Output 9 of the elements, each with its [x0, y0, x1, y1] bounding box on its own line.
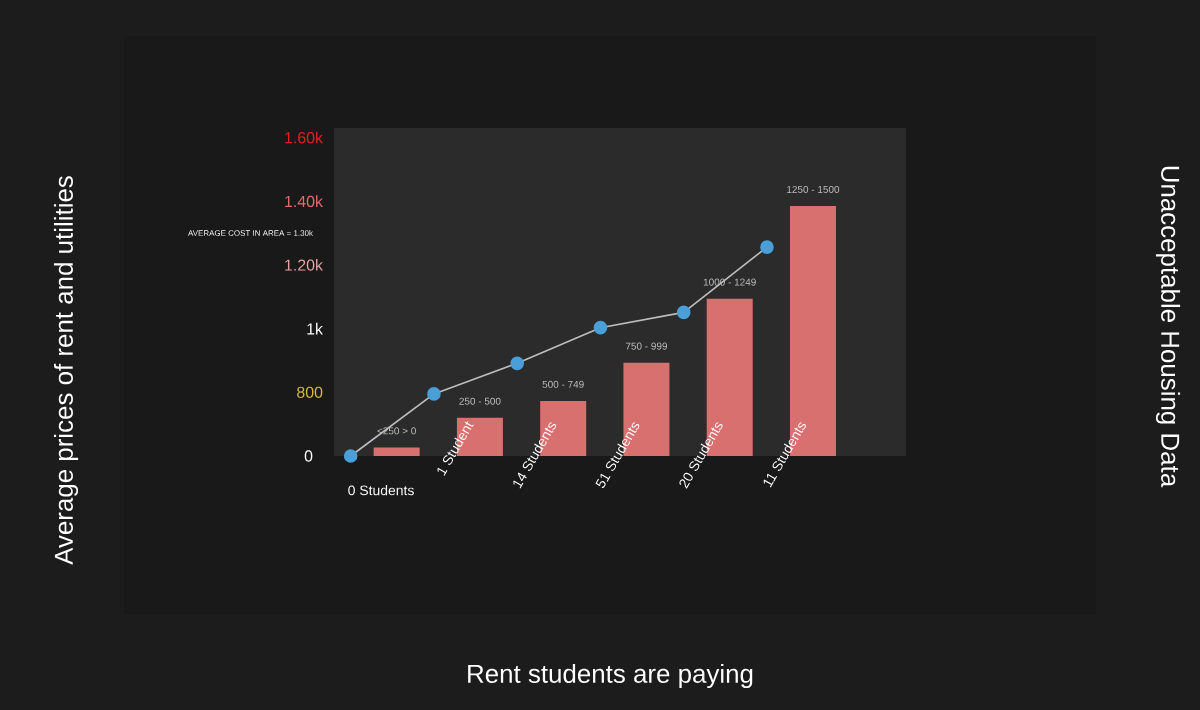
text: Rent students are paying [468, 663, 753, 689]
point [343, 449, 358, 463]
point [593, 320, 608, 335]
point [510, 356, 524, 371]
point [676, 305, 691, 320]
point [427, 387, 441, 401]
text: Unacceptable Housing Data [1155, 166, 1181, 488]
text: Average prices of rent and utilities [53, 176, 79, 565]
point [760, 240, 774, 254]
